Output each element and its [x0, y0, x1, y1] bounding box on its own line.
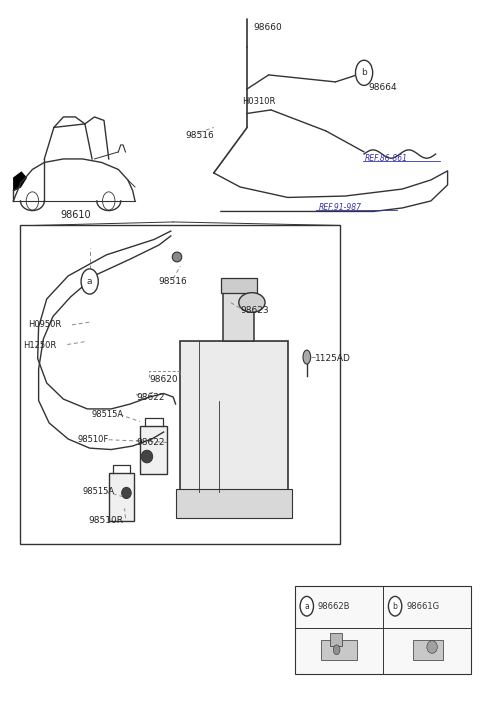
Bar	[180, 341, 288, 491]
Text: 98623: 98623	[240, 307, 269, 316]
Bar	[21, 226, 340, 544]
Bar	[295, 586, 471, 673]
Ellipse shape	[141, 450, 153, 463]
Text: REF.91-987: REF.91-987	[319, 203, 362, 212]
Text: a: a	[87, 277, 93, 286]
Text: 98516: 98516	[159, 277, 188, 286]
Text: 1125AD: 1125AD	[315, 354, 351, 363]
Bar	[321, 640, 357, 659]
Text: 98660: 98660	[253, 22, 282, 32]
Ellipse shape	[172, 252, 182, 262]
Text: 98516: 98516	[185, 131, 214, 141]
Text: 98515A: 98515A	[91, 410, 123, 419]
Text: b: b	[393, 602, 397, 611]
Ellipse shape	[121, 487, 131, 498]
Text: 98662B: 98662B	[318, 602, 350, 611]
Text: a: a	[304, 602, 309, 611]
Bar	[221, 278, 257, 293]
Ellipse shape	[333, 645, 340, 654]
Text: 98510R: 98510R	[88, 517, 123, 525]
Text: REF.86-861: REF.86-861	[365, 155, 408, 163]
Circle shape	[81, 269, 98, 294]
Text: b: b	[361, 68, 367, 77]
Text: 98515A: 98515A	[83, 487, 115, 496]
Text: H0950R: H0950R	[28, 321, 61, 330]
Circle shape	[388, 596, 402, 616]
Bar	[140, 427, 168, 474]
Text: H0310R: H0310R	[242, 97, 276, 106]
Polygon shape	[14, 172, 26, 191]
Circle shape	[356, 60, 372, 86]
Text: 98622: 98622	[136, 438, 165, 447]
Text: 98664: 98664	[369, 83, 397, 92]
Ellipse shape	[303, 350, 311, 364]
Text: 98620: 98620	[149, 375, 178, 384]
Ellipse shape	[239, 292, 265, 312]
Ellipse shape	[427, 640, 437, 653]
Bar	[413, 640, 443, 659]
Bar	[109, 473, 133, 521]
Text: 98661G: 98661G	[406, 602, 439, 611]
Circle shape	[300, 596, 313, 616]
Bar	[223, 293, 254, 341]
Text: 98610: 98610	[60, 210, 91, 220]
Bar	[330, 633, 342, 645]
Bar	[176, 489, 292, 518]
Text: 98510F: 98510F	[78, 435, 109, 444]
Text: H1250R: H1250R	[23, 342, 56, 350]
Text: 98622: 98622	[136, 392, 165, 401]
